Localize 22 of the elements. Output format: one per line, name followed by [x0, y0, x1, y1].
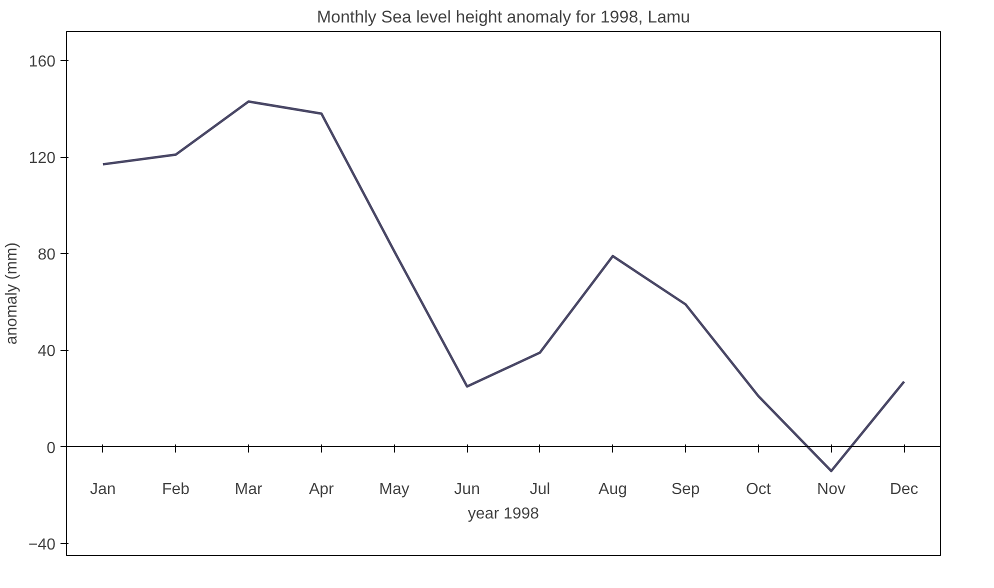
x-tick-label: May: [379, 480, 410, 498]
y-tick-label: 80: [38, 246, 56, 264]
x-tick-label: Jun: [454, 480, 480, 498]
y-axis-title: anomaly (mm): [3, 242, 20, 345]
x-tick-label: Jul: [530, 480, 550, 498]
chart-title: Monthly Sea level height anomaly for 1998, Lamu: [316, 8, 690, 26]
x-tick-label: Jan: [90, 480, 116, 498]
x-tick-label: Dec: [890, 480, 918, 498]
x-tick-label: Oct: [746, 480, 772, 498]
x-axis-title: year 1998: [468, 506, 540, 522]
x-tick-label: Aug: [598, 480, 627, 498]
line-series: [102, 100, 906, 472]
y-tick-label: 40: [38, 343, 56, 360]
x-tick-label: Feb: [162, 480, 190, 498]
x-tick-label: Apr: [308, 480, 335, 498]
y-tick-label: 120: [28, 150, 56, 168]
x-tick-label: Mar: [234, 480, 264, 498]
y-tick-label: −40: [28, 536, 56, 554]
y-tick-label: 0: [46, 440, 56, 457]
x-tick-label: Nov: [817, 480, 846, 498]
x-tick-label: Sep: [671, 480, 700, 498]
y-tick-label: 160: [28, 53, 56, 70]
